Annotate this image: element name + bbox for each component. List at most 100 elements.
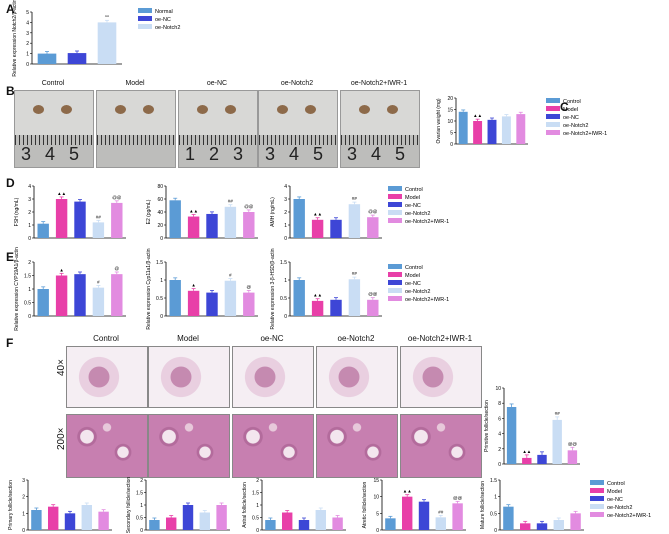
- ruler-number: 3: [347, 144, 358, 164]
- chart-e1: 0 0.5 1 1.5 2 Relative expression CYP19A1/β-a…: [14, 247, 126, 331]
- chart-f4: 0 5 10 15 Atretic follicle/section ▲▲ ## @@: [362, 478, 466, 534]
- bar-control: [293, 280, 305, 316]
- bar-oe-notch2: [92, 287, 105, 316]
- y-tick-label: 0: [284, 236, 287, 242]
- bar-control: [265, 520, 276, 530]
- y-tick-label: 0.5: [156, 296, 163, 302]
- ruler-number: 3: [21, 144, 32, 164]
- histology-200x-3: [316, 414, 398, 478]
- legend-label: Control: [563, 99, 581, 105]
- ovary-specimen: [115, 105, 126, 114]
- y-axis-label: Antral follicle/section: [242, 482, 248, 528]
- bar-oe-notch2: [552, 419, 562, 464]
- y-axis-label: Relative expression Notch2/β-actin: [12, 0, 18, 77]
- legend-label: oe-Notch2: [405, 289, 430, 295]
- y-tick-label: 1.5: [156, 260, 163, 266]
- panel-label-a: A: [6, 2, 15, 16]
- chart-c: 0 5 10 15 20 Ovarian weight (mg) ▲▲ Control Mode…: [436, 96, 607, 148]
- bar-oe-notch2-iwr-1: [367, 217, 379, 238]
- y-tick-label: 2: [256, 478, 259, 484]
- y-tick-label: 0: [28, 236, 31, 242]
- bar-control: [458, 111, 468, 144]
- y-axis-label: Primary follicle/section: [8, 480, 14, 530]
- bar-control: [506, 407, 517, 464]
- histology-title-0: Control: [93, 334, 119, 343]
- chart-a: 0 1 2 3 4 5 Relative expression Notch2/β-actin…: [12, 0, 180, 77]
- significance-mark: ##: [96, 214, 102, 219]
- bar-model: [473, 121, 483, 144]
- y-axis-label: Primitive follicle/section: [484, 400, 490, 452]
- bar-model: [311, 219, 324, 238]
- legend-swatch: [388, 264, 402, 269]
- bar-model: [401, 496, 413, 530]
- bar-oe-notch2-iwr-1: [98, 511, 109, 530]
- legend-swatch: [388, 194, 402, 199]
- bar-oe-notch2-iwr-1: [111, 202, 123, 238]
- y-axis-label: Atretic follicle/section: [362, 481, 368, 528]
- y-tick-label: 2: [22, 495, 25, 501]
- y-tick-label: 0: [140, 528, 143, 534]
- bar-normal: [37, 53, 57, 64]
- bar-oe-nc: [67, 53, 87, 64]
- ruler-number: 4: [45, 144, 56, 164]
- y-tick-label: 5: [26, 10, 29, 16]
- legend-swatch: [388, 296, 402, 301]
- histology-40x-0: [66, 346, 148, 408]
- legend-label: Model: [607, 489, 622, 495]
- chart-e2: 0 0.5 1 1.5 Relative expression Cyp11a1/β-ac…: [146, 248, 258, 330]
- bar-oe-notch2: [81, 505, 93, 530]
- significance-mark: @@: [244, 204, 254, 209]
- bar-oe-nc: [487, 119, 497, 144]
- bar-model: [165, 517, 177, 530]
- y-tick-label: 0: [494, 528, 497, 534]
- y-tick-label: 0: [498, 462, 501, 468]
- y-tick-label: 20: [447, 96, 453, 102]
- legend-swatch: [388, 202, 402, 207]
- y-tick-label: 1: [256, 503, 259, 509]
- y-tick-label: 8: [498, 401, 501, 407]
- ruler-number: 3: [265, 144, 276, 164]
- photo-title-0: Control: [41, 80, 65, 87]
- legend-swatch: [546, 130, 560, 135]
- legend-label: oe-NC: [405, 203, 421, 209]
- bar-oe-nc: [206, 292, 218, 316]
- chart-d1: 0 1 2 3 4 FSH (ng/mL) ▲▲ ## @@: [14, 184, 126, 242]
- panel-label-c: C: [560, 100, 569, 114]
- ovary-specimen: [143, 105, 154, 114]
- y-axis-label: Relative expression 3-β-HSD/β-actin: [270, 248, 276, 329]
- chart-d2: 0 20 40 60 80 E2 (pg/mL) ▲▲ ## @@: [146, 184, 258, 242]
- legend-label: Model: [563, 107, 578, 113]
- legend-label: oe-NC: [155, 17, 171, 23]
- bar-oe-notch2-iwr-1: [243, 212, 255, 238]
- significance-mark: @: [115, 266, 120, 271]
- y-tick-label: 0: [26, 62, 29, 68]
- y-tick-label: 1: [284, 223, 287, 229]
- y-tick-label: 1: [28, 287, 31, 293]
- significance-mark: @@: [368, 292, 378, 297]
- bar-oe-notch2-iwr-1: [332, 517, 343, 530]
- legend-swatch: [138, 8, 152, 13]
- significance-mark: #: [229, 273, 232, 278]
- bar-oe-notch2: [435, 517, 447, 530]
- y-tick-label: 0.5: [252, 516, 259, 522]
- y-tick-label: 0: [22, 528, 25, 534]
- histology-200x-0: [66, 414, 148, 478]
- legend-label: Normal: [155, 9, 173, 15]
- bar-model: [519, 523, 531, 530]
- bar-oe-nc: [418, 501, 430, 530]
- bar-model: [281, 512, 293, 530]
- y-tick-label: 3: [26, 31, 29, 37]
- histology-200x-4: [400, 414, 482, 478]
- y-axis-label: Relative expression CYP19A1/β-actin: [14, 247, 20, 331]
- y-tick-label: 0.5: [490, 511, 497, 517]
- ruler-number: 5: [69, 144, 80, 164]
- histology-title-3: oe-Notch2: [337, 334, 375, 343]
- y-axis-label: Relative expression Cyp11a1/β-actin: [146, 248, 152, 329]
- ruler-number: 3: [233, 144, 244, 164]
- y-tick-label: 15: [447, 108, 453, 114]
- significance-mark: @@: [368, 209, 378, 214]
- y-tick-label: 1.5: [136, 491, 143, 497]
